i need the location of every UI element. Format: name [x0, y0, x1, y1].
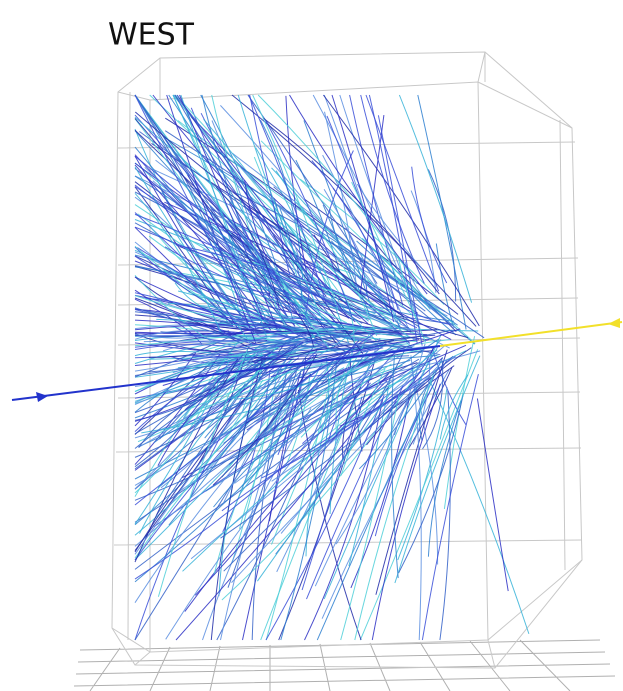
track — [399, 395, 463, 573]
view-title: WEST — [108, 18, 195, 53]
track — [360, 115, 384, 294]
track — [317, 357, 442, 640]
particle-tracks — [135, 95, 529, 640]
track — [440, 391, 450, 640]
beam-arrow-blue — [36, 392, 48, 402]
track — [272, 379, 423, 482]
event-display: WEST — [0, 0, 623, 691]
track — [418, 95, 466, 330]
beam-yellow — [440, 322, 622, 346]
track — [357, 184, 435, 284]
track — [431, 383, 529, 634]
track — [258, 95, 417, 284]
track — [428, 169, 455, 301]
track — [477, 399, 508, 592]
